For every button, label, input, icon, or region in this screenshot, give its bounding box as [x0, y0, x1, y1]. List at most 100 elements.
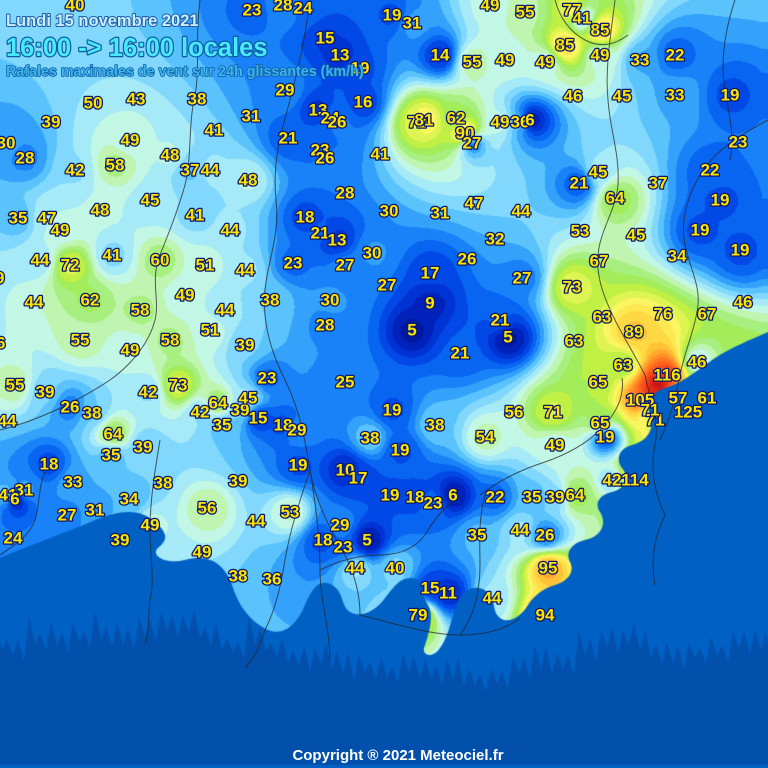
- svg-text:43: 43: [127, 90, 146, 109]
- svg-text:24: 24: [4, 529, 23, 548]
- svg-text:5: 5: [362, 531, 371, 550]
- svg-text:6: 6: [448, 486, 457, 505]
- svg-text:38: 38: [261, 291, 280, 310]
- svg-text:125: 125: [674, 403, 702, 422]
- svg-text:44: 44: [512, 202, 531, 221]
- svg-text:37: 37: [181, 161, 200, 180]
- svg-text:63: 63: [614, 356, 633, 375]
- svg-text:39: 39: [42, 113, 61, 132]
- svg-text:19: 19: [596, 428, 615, 447]
- svg-text:49: 49: [546, 436, 565, 455]
- svg-text:71: 71: [544, 403, 563, 422]
- svg-text:48: 48: [161, 146, 180, 165]
- svg-text:64: 64: [209, 394, 228, 413]
- svg-text:55: 55: [463, 53, 482, 72]
- svg-text:40: 40: [386, 559, 405, 578]
- svg-text:54: 54: [476, 428, 495, 447]
- svg-text:63: 63: [593, 308, 612, 327]
- svg-text:95: 95: [539, 559, 558, 578]
- svg-text:21: 21: [451, 344, 470, 363]
- svg-text:49: 49: [121, 341, 140, 360]
- svg-text:35: 35: [523, 488, 542, 507]
- svg-text:44: 44: [236, 261, 255, 280]
- svg-text:46: 46: [0, 334, 5, 353]
- svg-text:44: 44: [247, 512, 266, 531]
- svg-text:33: 33: [631, 51, 650, 70]
- svg-text:46: 46: [734, 293, 753, 312]
- svg-text:39: 39: [236, 336, 255, 355]
- svg-text:45: 45: [613, 87, 632, 106]
- svg-text:42: 42: [66, 161, 85, 180]
- svg-text:15: 15: [249, 409, 268, 428]
- svg-text:63: 63: [565, 332, 584, 351]
- svg-text:49: 49: [176, 286, 195, 305]
- svg-text:116: 116: [653, 366, 680, 385]
- svg-text:38: 38: [229, 567, 248, 586]
- svg-text:11: 11: [439, 584, 457, 603]
- svg-text:51: 51: [196, 256, 215, 275]
- svg-text:6: 6: [525, 111, 534, 130]
- svg-text:14: 14: [431, 46, 450, 65]
- svg-text:31: 31: [403, 14, 422, 33]
- svg-text:94: 94: [536, 606, 555, 625]
- svg-text:24: 24: [294, 0, 313, 18]
- svg-text:76: 76: [654, 305, 673, 324]
- svg-text:31: 31: [86, 501, 105, 520]
- svg-text:30: 30: [321, 291, 340, 310]
- svg-text:19: 19: [383, 401, 402, 420]
- svg-text:41: 41: [205, 121, 224, 140]
- svg-text:34: 34: [668, 247, 687, 266]
- svg-text:41: 41: [103, 246, 122, 265]
- svg-text:45: 45: [589, 163, 608, 182]
- svg-text:49: 49: [51, 221, 70, 240]
- svg-text:13: 13: [328, 231, 347, 250]
- svg-text:47: 47: [465, 194, 484, 213]
- svg-text:49: 49: [481, 0, 500, 15]
- svg-text:25: 25: [336, 373, 355, 392]
- svg-text:27: 27: [513, 269, 532, 288]
- svg-text:55: 55: [71, 331, 90, 350]
- svg-text:Lundi 15 novembre 2021: Lundi 15 novembre 2021: [6, 12, 199, 30]
- svg-text:19: 19: [721, 86, 740, 105]
- svg-text:27: 27: [463, 134, 482, 153]
- svg-text:26: 26: [536, 526, 555, 545]
- svg-text:39: 39: [36, 383, 55, 402]
- svg-text:28: 28: [274, 0, 293, 15]
- svg-text:45: 45: [239, 389, 258, 408]
- svg-text:114: 114: [621, 471, 649, 490]
- svg-text:49: 49: [496, 51, 515, 70]
- svg-text:13: 13: [331, 46, 350, 65]
- svg-text:44: 44: [216, 301, 235, 320]
- svg-text:49: 49: [491, 113, 510, 132]
- svg-text:30: 30: [0, 134, 15, 153]
- svg-text:39: 39: [134, 438, 153, 457]
- svg-text:79: 79: [409, 606, 428, 625]
- svg-text:55: 55: [516, 3, 535, 22]
- svg-text:81: 81: [415, 111, 434, 130]
- svg-text:49: 49: [193, 543, 212, 562]
- svg-text:5: 5: [503, 328, 512, 347]
- svg-text:38: 38: [361, 429, 380, 448]
- svg-text:67: 67: [590, 252, 609, 271]
- svg-text:22: 22: [486, 488, 505, 507]
- svg-text:16:00 -> 16:00 locales: 16:00 -> 16:00 locales: [6, 34, 268, 62]
- svg-text:56: 56: [505, 403, 524, 422]
- svg-text:Copyright ® 2021 Meteociel.fr: Copyright ® 2021 Meteociel.fr: [292, 747, 503, 764]
- svg-text:18: 18: [314, 531, 333, 550]
- svg-text:58: 58: [106, 156, 125, 175]
- svg-text:5: 5: [407, 321, 416, 340]
- svg-text:42: 42: [603, 471, 622, 490]
- svg-text:19: 19: [383, 6, 402, 25]
- svg-text:30: 30: [363, 244, 382, 263]
- svg-text:39: 39: [111, 531, 130, 550]
- svg-text:35: 35: [9, 209, 28, 228]
- svg-text:45: 45: [141, 191, 160, 210]
- svg-text:Rafales maximales de vent sur: Rafales maximales de vent sur 24h glissa…: [6, 64, 364, 80]
- svg-text:19: 19: [691, 221, 710, 240]
- svg-text:18: 18: [40, 455, 59, 474]
- svg-text:41: 41: [573, 9, 592, 28]
- svg-text:44: 44: [483, 589, 502, 608]
- svg-text:53: 53: [571, 222, 590, 241]
- svg-text:19: 19: [381, 486, 400, 505]
- svg-text:71: 71: [641, 401, 660, 420]
